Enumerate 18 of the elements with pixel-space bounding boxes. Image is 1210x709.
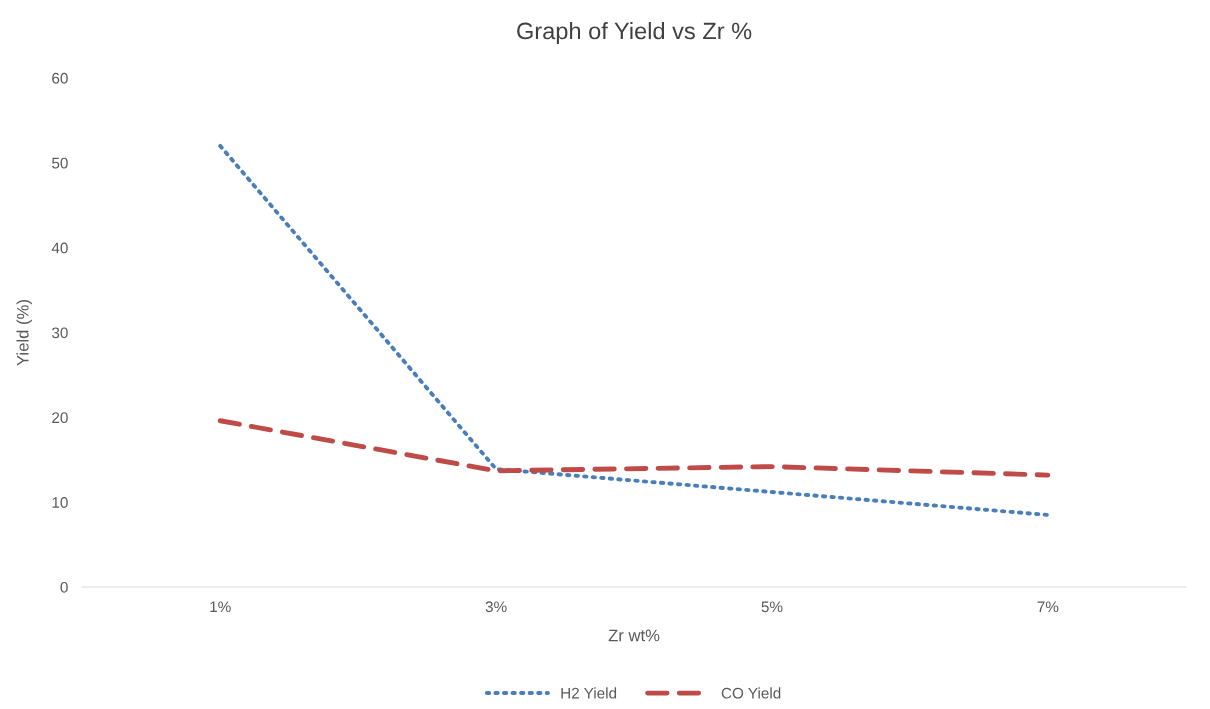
x-tick-label: 5% [761,601,783,613]
y-tick-label: 40 [51,242,68,254]
chart-title: Graph of Yield vs Zr % [517,21,752,44]
x-tick-label: 7% [1037,601,1059,613]
legend-label: H2 Yield [561,687,617,699]
line-series [217,418,1051,478]
line-series [218,143,1050,517]
y-tick-label: 20 [52,412,68,424]
legend-label: CO Yield [721,687,781,699]
x-tick-label: 1% [210,601,231,613]
y-tick-label: 60 [52,72,68,84]
y-tick-label: 0 [60,581,68,593]
y-tick-label: 10 [52,497,68,508]
x-tick-label: 3% [485,601,507,613]
y-tick-label: 30 [51,327,68,339]
x-axis-title: Zr wt% [608,629,660,642]
y-tick-label: 50 [52,157,68,169]
y-axis-title: Yield (%) [16,300,32,366]
